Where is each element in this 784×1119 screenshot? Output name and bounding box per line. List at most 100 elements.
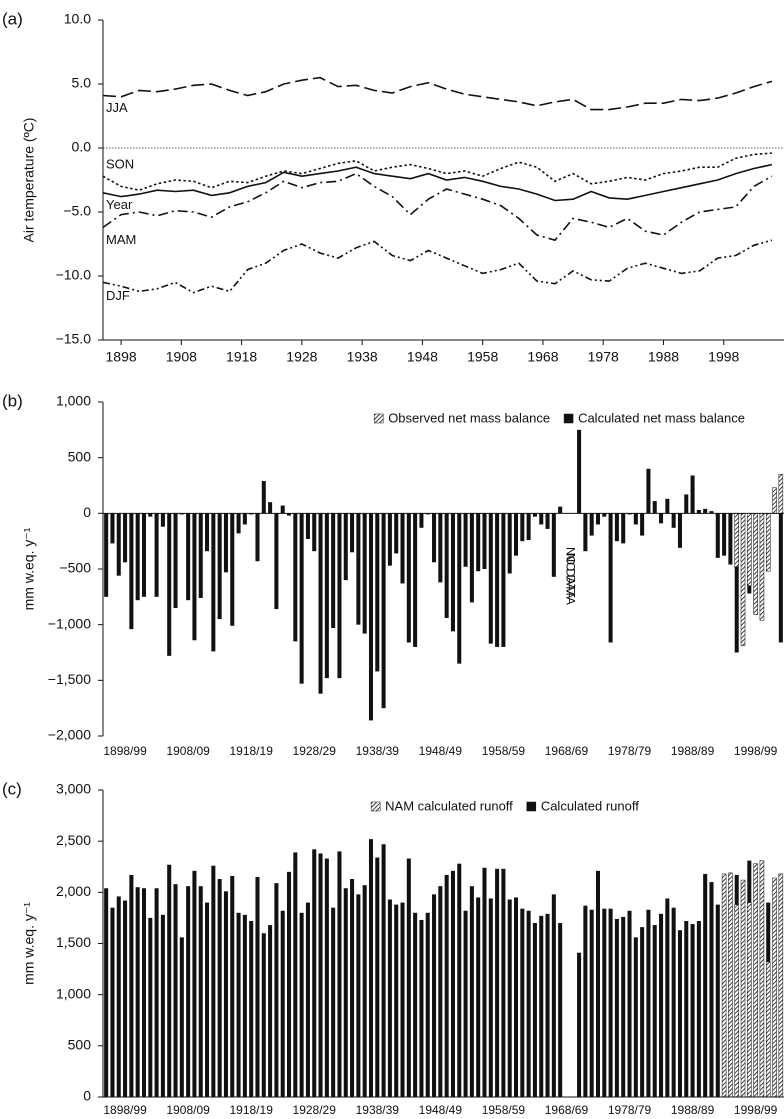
bar	[104, 513, 109, 597]
bar	[747, 902, 752, 1098]
bar	[356, 894, 361, 1097]
bar	[659, 913, 664, 1097]
bar	[444, 513, 449, 618]
bar	[690, 475, 695, 514]
bar	[513, 513, 519, 556]
series-line	[102, 152, 772, 192]
bar	[438, 886, 443, 1097]
bar	[602, 513, 607, 517]
bar	[640, 513, 645, 536]
bar	[482, 867, 487, 1097]
bar	[438, 513, 443, 583]
series-line	[102, 163, 773, 202]
x-tick-label: 1968/69	[545, 744, 589, 758]
bar	[110, 513, 115, 544]
bar	[677, 513, 682, 548]
series-line	[102, 76, 773, 111]
bar	[419, 513, 424, 528]
legend-label: Calculated net mass balance	[578, 410, 745, 425]
bar	[261, 933, 266, 1097]
bar	[709, 882, 714, 1097]
x-tick-label: 1908/09	[166, 744, 210, 758]
x-tick-label: 1928/29	[293, 1103, 337, 1117]
bar	[753, 513, 758, 615]
bar	[375, 513, 380, 672]
legend: Observed net mass balance Calculated net …	[373, 410, 745, 425]
bar	[236, 513, 241, 534]
bar	[286, 871, 292, 1097]
y-tick-label: −1,000	[48, 615, 91, 631]
x-tick-label: 1968/69	[545, 1103, 589, 1117]
bar	[154, 888, 159, 1097]
bar	[778, 474, 784, 514]
series-line	[102, 239, 773, 294]
y-tick-label: 1,000	[56, 393, 91, 409]
annotation: NO DATA	[563, 553, 577, 605]
y-tick-label: 500	[68, 1037, 92, 1053]
y-tick-label: −2,000	[48, 727, 91, 743]
bar	[501, 868, 506, 1097]
bar	[255, 876, 260, 1097]
bar	[211, 513, 216, 652]
bar	[394, 904, 399, 1097]
bar	[337, 851, 342, 1097]
bar	[703, 508, 708, 514]
y-axis-label: mm w.eq. y⁻¹	[21, 527, 37, 610]
bar	[602, 908, 607, 1097]
bar	[671, 513, 676, 528]
panel-label: (b)	[2, 391, 23, 410]
bar	[558, 506, 563, 514]
y-tick-label: 0	[83, 1088, 91, 1104]
x-tick-label: 1958	[467, 349, 498, 365]
x-tick-label: 1998	[708, 349, 739, 365]
bar	[595, 870, 601, 1097]
bar	[589, 513, 594, 536]
bar	[299, 513, 304, 684]
bar	[772, 877, 777, 1098]
bar	[501, 513, 506, 647]
bar	[173, 513, 178, 608]
bar	[633, 513, 638, 525]
bar	[633, 937, 638, 1097]
bar	[198, 513, 203, 598]
bar	[772, 487, 777, 514]
bar	[652, 925, 657, 1097]
legend-swatch	[563, 413, 574, 424]
bar	[280, 505, 285, 514]
bar	[148, 513, 153, 517]
bar	[205, 902, 210, 1097]
bar	[734, 904, 739, 1098]
bar	[413, 513, 418, 647]
bar	[488, 898, 493, 1097]
bar	[627, 513, 632, 515]
y-axis-label: Air temperature (ºC)	[21, 118, 37, 243]
bar	[463, 513, 468, 567]
bar	[242, 513, 247, 525]
bar	[684, 920, 689, 1097]
x-tick-label: 1968	[527, 349, 558, 365]
bar	[671, 907, 676, 1097]
bar	[696, 920, 701, 1097]
bar	[331, 907, 336, 1097]
bar	[583, 513, 588, 552]
bar	[551, 513, 556, 577]
bar	[116, 513, 121, 576]
bar	[646, 468, 651, 514]
bar	[621, 513, 626, 544]
bar	[312, 849, 317, 1097]
bar	[141, 888, 147, 1097]
x-tick-label: 1938/39	[356, 744, 400, 758]
bar	[765, 961, 771, 1098]
bar	[690, 924, 695, 1097]
bar	[141, 513, 147, 597]
bar	[110, 907, 115, 1097]
bar	[476, 513, 481, 572]
bar	[495, 513, 500, 647]
bar	[387, 899, 392, 1097]
y-tick-label: 3,000	[56, 781, 91, 797]
bar	[715, 904, 720, 1097]
bar	[160, 914, 165, 1097]
bar	[507, 899, 512, 1097]
bar	[665, 498, 670, 514]
bar	[450, 513, 455, 632]
